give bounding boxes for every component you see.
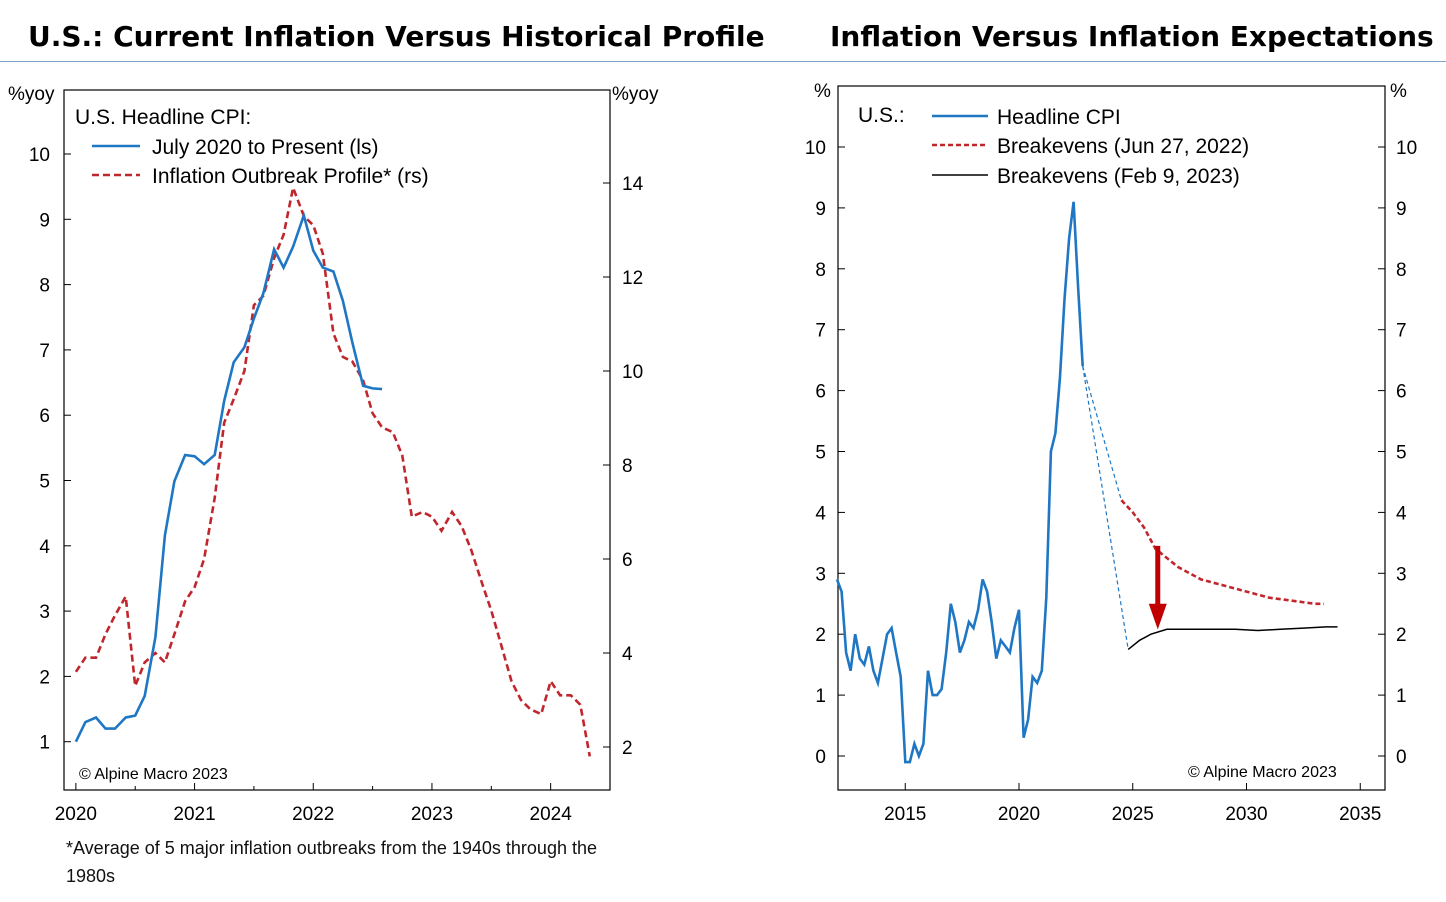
- left-y-tick-label: 3: [815, 564, 826, 585]
- right-y-tick-label: 8: [1396, 260, 1407, 281]
- x-tick-label: 2030: [1225, 804, 1267, 825]
- left-y-tick-label: 4: [815, 503, 826, 524]
- series-line-headline-cpi: [835, 201, 1084, 764]
- left-y-tick-label: 10: [29, 145, 50, 166]
- left-y-tick-label: 9: [815, 199, 826, 220]
- left-plot-frame: [63, 89, 611, 791]
- header-divider: [0, 61, 1446, 62]
- x-tick-label: 2024: [530, 804, 573, 825]
- left-y-tick-label: 5: [39, 472, 50, 493]
- left-y-tick-label: 5: [815, 443, 826, 464]
- left-y-tick-label: 7: [815, 321, 826, 342]
- left-y-tick-label: 7: [39, 341, 50, 362]
- x-tick-label: 2023: [411, 804, 453, 825]
- right-y-tick-label: 1: [1396, 686, 1407, 707]
- left-y-tick-label: 6: [39, 406, 50, 427]
- left-y-tick-label: 6: [815, 382, 826, 403]
- x-tick-label: 2015: [884, 804, 926, 825]
- left-y-tick-label: 8: [39, 276, 50, 297]
- left-y-tick-label: 10: [805, 138, 826, 159]
- x-tick-label: 2020: [55, 804, 97, 825]
- left-y-tick-label: 9: [39, 210, 50, 231]
- x-tick-label: 2035: [1339, 804, 1381, 825]
- legend-label: Inflation Outbreak Profile* (rs): [152, 165, 429, 188]
- right-y-axis-label: %: [1390, 81, 1407, 102]
- left-y-tick-label: 3: [39, 602, 50, 623]
- right-y-tick-label: 8: [622, 456, 633, 477]
- series-line-headline-cpi-2020: [74, 210, 383, 743]
- right-y-tick-label: 0: [1396, 747, 1407, 768]
- right-y-tick-label: 4: [622, 644, 633, 665]
- legend-label: Headline CPI: [997, 106, 1121, 129]
- right-y-tick-label: 9: [1396, 199, 1407, 220]
- right-y-tick-label: 12: [622, 268, 643, 289]
- right-y-tick-label: 3: [1396, 564, 1407, 585]
- watermark: © Alpine Macro 2023: [79, 766, 228, 783]
- legend-title: U.S.:: [858, 104, 905, 127]
- connector-line: [1082, 366, 1122, 501]
- series-line-breakevens-feb-2023: [1127, 626, 1338, 650]
- left-y-tick-label: 0: [815, 747, 826, 768]
- right-y-tick-label: 14: [622, 174, 644, 195]
- left-y-tick-label: 1: [39, 733, 50, 754]
- right-plot-frame: [837, 85, 1386, 791]
- left-y-axis-label: %: [814, 81, 831, 102]
- right-y-tick-label: 10: [622, 362, 643, 383]
- right-y-tick-label: 6: [1396, 382, 1407, 403]
- right-y-tick-label: 10: [1396, 138, 1417, 159]
- arrow-head: [1148, 603, 1167, 630]
- watermark: © Alpine Macro 2023: [1188, 764, 1337, 781]
- series-line-inflation-outbreak-profile: [74, 183, 592, 757]
- right-y-tick-label: 6: [622, 550, 633, 571]
- left-y-tick-label: 8: [815, 260, 826, 281]
- x-tick-label: 2020: [998, 804, 1040, 825]
- right-y-tick-label: 2: [1396, 625, 1407, 646]
- right-y-axis-label: %yoy: [612, 84, 659, 105]
- x-tick-label: 2025: [1112, 804, 1154, 825]
- left-chart-footnote: *Average of 5 major inflation outbreaks …: [66, 838, 597, 886]
- left-y-tick-label: 2: [39, 667, 50, 688]
- x-tick-label: 2021: [173, 804, 215, 825]
- series-line-breakevens-jun-2022: [1120, 499, 1324, 606]
- right-y-tick-label: 7: [1396, 321, 1407, 342]
- left-y-tick-label: 1: [815, 686, 826, 707]
- right-y-tick-label: 5: [1396, 443, 1407, 464]
- left-y-tick-label: 2: [815, 625, 826, 646]
- right-y-tick-label: 4: [1396, 503, 1407, 524]
- legend-label: Breakevens (Feb 9, 2023): [997, 165, 1240, 188]
- legend-title: U.S. Headline CPI:: [75, 106, 251, 129]
- right-y-tick-label: 2: [622, 738, 633, 759]
- legend-label: July 2020 to Present (ls): [152, 136, 378, 159]
- left-chart-title: U.S.: Current Inflation Versus Historica…: [28, 20, 765, 53]
- legend-label: Breakevens (Jun 27, 2022): [997, 135, 1249, 158]
- left-y-axis-label: %yoy: [8, 84, 55, 105]
- right-chart-title: Inflation Versus Inflation Expectations: [830, 20, 1434, 53]
- connector-line: [1082, 366, 1129, 650]
- left-y-tick-label: 4: [39, 537, 50, 558]
- x-tick-label: 2022: [292, 804, 334, 825]
